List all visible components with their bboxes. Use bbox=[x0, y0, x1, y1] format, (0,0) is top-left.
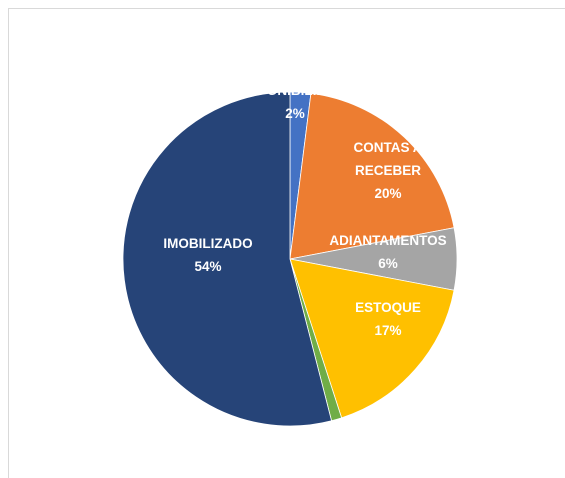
category-label: ESTOQUE bbox=[355, 300, 421, 315]
value-label: 54% bbox=[194, 259, 222, 274]
category-label: CONTAS A RECEBER bbox=[353, 140, 423, 178]
category-label: IMOBILIZADO bbox=[163, 236, 253, 251]
slice-label: IMOBILIZADO 54% bbox=[163, 232, 252, 278]
slice-label: DISPONIBILIDADE 2% bbox=[235, 79, 354, 125]
value-label: 20% bbox=[374, 186, 402, 201]
slice-label: CONTAS A RECEBER 20% bbox=[333, 136, 443, 205]
slice-label: ADIANTAMENTOS 6% bbox=[329, 229, 446, 275]
frame bbox=[8, 8, 565, 478]
category-label: ADIANTAMENTOS bbox=[329, 233, 447, 248]
value-label: 17% bbox=[374, 323, 402, 338]
pie-slice bbox=[289, 92, 455, 260]
slice-label: ESTOQUE 17% bbox=[355, 296, 421, 342]
pie-slice bbox=[289, 258, 455, 419]
value-label: 6% bbox=[378, 256, 398, 271]
value-label: 2% bbox=[285, 106, 305, 121]
pie-slice bbox=[122, 91, 333, 427]
category-label: DISPONIBILIDADE bbox=[235, 83, 355, 98]
